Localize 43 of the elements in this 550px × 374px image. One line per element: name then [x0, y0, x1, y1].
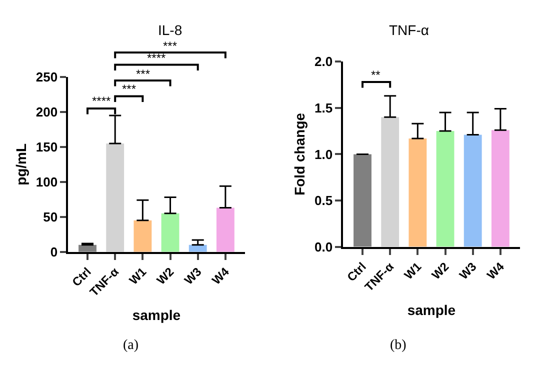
bar: [161, 213, 180, 252]
y-tick-label: 100: [36, 174, 58, 190]
bar: [106, 143, 124, 252]
bar: [134, 220, 152, 252]
y-tick-label: 1.0: [314, 146, 333, 162]
x-tick-label: W3: [182, 264, 204, 288]
annotation: ***: [122, 82, 136, 96]
bar: [381, 117, 400, 247]
bar: [354, 154, 372, 247]
bar: [436, 131, 454, 247]
text: ****: [147, 51, 166, 65]
chart-title: TNF-α: [389, 22, 429, 38]
bar: [216, 208, 234, 252]
annotation: ****: [92, 94, 112, 108]
x-tick-label: W2: [429, 259, 452, 282]
x-axis-title: sample: [132, 306, 181, 323]
x-tick-label: W2: [154, 264, 177, 288]
y-tick-label: 2.0: [314, 54, 333, 70]
y-axis-title: Fold change: [292, 112, 308, 196]
y-tick-label: 0.0: [314, 239, 333, 254]
y-tick-label: 0: [50, 244, 58, 260]
y-tick-label: 250: [36, 70, 58, 85]
text: (a): [123, 338, 139, 353]
y-axis-title: pg/mL: [12, 142, 29, 186]
annotation: **: [371, 68, 381, 82]
y-tick-label: 50: [43, 209, 58, 224]
chart-title: IL-8: [158, 22, 182, 38]
x-tick-label: W1: [126, 264, 150, 288]
y-tick-label: 150: [36, 139, 58, 154]
text: ***: [163, 39, 178, 53]
x-tick-label: W4: [209, 264, 232, 288]
x-axis-title: sample: [407, 302, 456, 318]
annotation: ***: [136, 67, 150, 81]
x-tick-label: W1: [401, 259, 424, 282]
bar: [464, 134, 482, 247]
y-tick-label: 1.5: [314, 100, 333, 116]
x-tick-label: W4: [484, 259, 508, 282]
bar: [408, 138, 427, 247]
text: (b): [390, 338, 407, 353]
x-tick-label: W3: [456, 259, 480, 282]
y-tick-label: 200: [36, 104, 58, 120]
bar: [491, 130, 510, 247]
y-tick-label: 0.5: [314, 193, 333, 208]
